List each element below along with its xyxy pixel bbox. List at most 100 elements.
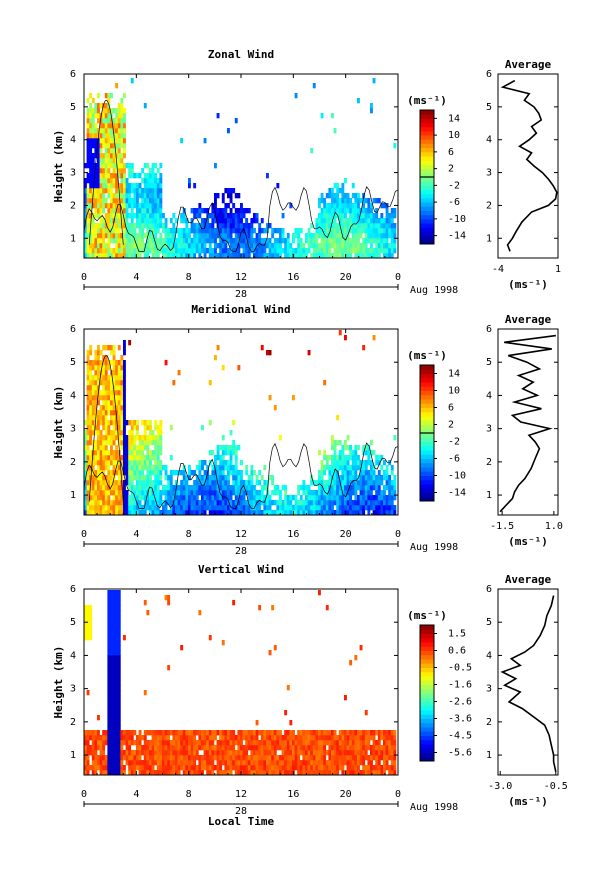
heatmap-cell [162, 755, 165, 761]
heatmap-cell [383, 253, 386, 259]
heatmap-cell [307, 495, 311, 501]
heatmap-cell [141, 445, 145, 451]
heatmap-cell [281, 500, 285, 506]
heatmap-cell [136, 203, 139, 209]
heatmap-cell [123, 153, 126, 159]
heatmap-cell [227, 128, 230, 134]
heatmap-cell [359, 645, 363, 651]
heatmap-cell [203, 500, 207, 506]
heatmap-cell [232, 253, 236, 259]
heatmap-cell [216, 345, 220, 351]
heatmap-cell [172, 770, 176, 776]
heatmap-cell [84, 243, 87, 249]
heatmap-cell [188, 510, 191, 516]
heatmap-cell [143, 183, 147, 189]
heatmap-cell [299, 495, 303, 501]
heatmap-cell [97, 168, 100, 174]
heatmap-cell [156, 223, 160, 229]
heatmap-cell [214, 510, 217, 516]
heatmap-cell [104, 760, 108, 766]
heatmap-cell [130, 460, 134, 466]
heatmap-cell [208, 510, 212, 516]
heatmap-cell [266, 505, 269, 511]
heatmap-cell [112, 213, 116, 219]
heatmap-cell [273, 765, 277, 771]
heatmap-cell [91, 510, 95, 516]
heatmap-cell [104, 430, 108, 436]
heatmap-cell [318, 730, 321, 736]
heatmap-cell [247, 755, 251, 761]
heatmap-cell [260, 760, 264, 766]
heatmap-cell [151, 198, 155, 204]
heatmap-cell [219, 243, 223, 249]
heatmap-cell [182, 253, 186, 259]
heatmap-cell [237, 365, 241, 371]
heatmap-cell [255, 755, 259, 761]
heatmap-cell [136, 455, 139, 461]
heatmap-cell [133, 510, 137, 516]
heatmap-cell [164, 495, 168, 501]
heatmap-cell [112, 253, 116, 259]
heatmap-cell [208, 223, 212, 229]
heatmap-cell [385, 248, 389, 254]
heatmap-cell [211, 770, 215, 776]
heatmap-cell [333, 228, 337, 234]
heatmap-cell [320, 223, 324, 229]
heatmap-cell [320, 765, 324, 771]
heatmap-cell [271, 735, 275, 741]
heatmap-cell [112, 465, 116, 471]
heatmap-cell [123, 360, 126, 366]
heatmap-cell [323, 500, 327, 506]
heatmap-cell [89, 178, 93, 184]
heatmap-cell [149, 470, 152, 476]
heatmap-cell [255, 770, 259, 776]
heatmap-cell [268, 395, 272, 401]
colorbar-band [420, 479, 434, 485]
heatmap-cell [375, 755, 379, 761]
heatmap-cell [359, 505, 363, 511]
heatmap-cell [117, 610, 121, 616]
heatmap-cell [164, 730, 168, 736]
heatmap-cell [240, 505, 243, 511]
heatmap-cell [154, 218, 158, 224]
heatmap-cell [89, 248, 93, 254]
heatmap-cell [130, 475, 134, 481]
heatmap-cell [336, 490, 340, 496]
heatmap-cell [333, 480, 337, 486]
heatmap-cell [351, 218, 355, 224]
heatmap-cell [323, 450, 327, 456]
heatmap-cell [97, 148, 100, 154]
heatmap-cell [260, 730, 264, 736]
heatmap-cell [325, 480, 329, 486]
heatmap-cell [107, 450, 111, 456]
heatmap-cell [112, 128, 116, 134]
heatmap-cell [117, 198, 121, 204]
heatmap-cell [107, 635, 111, 641]
heatmap-cell [141, 490, 145, 496]
heatmap-cell [367, 208, 371, 214]
heatmap-cell [354, 455, 358, 461]
heatmap-cell [143, 188, 147, 194]
heatmap-cell [245, 740, 249, 746]
heatmap-cell [136, 510, 139, 516]
heatmap-cell [370, 770, 373, 776]
heatmap-cell [89, 765, 93, 771]
heatmap-cell [115, 695, 119, 701]
heatmap-cell [159, 510, 163, 516]
heatmap-cell [286, 740, 290, 746]
heatmap-cell [380, 510, 384, 516]
heatmap-cell [331, 505, 334, 511]
heatmap-cell [349, 760, 353, 766]
heatmap-cell [151, 248, 155, 254]
heatmap-cell [112, 370, 116, 376]
heatmap-cell [185, 490, 189, 496]
heatmap-cell [203, 760, 207, 766]
heatmap-cell [208, 420, 212, 426]
heatmap-cell [208, 500, 212, 506]
colorbar-band [420, 218, 434, 224]
heatmap-cell [112, 198, 116, 204]
heatmap-cell [372, 475, 376, 481]
heatmap-cell [190, 495, 194, 501]
heatmap-cell [169, 485, 173, 491]
heatmap-cell [328, 228, 332, 234]
